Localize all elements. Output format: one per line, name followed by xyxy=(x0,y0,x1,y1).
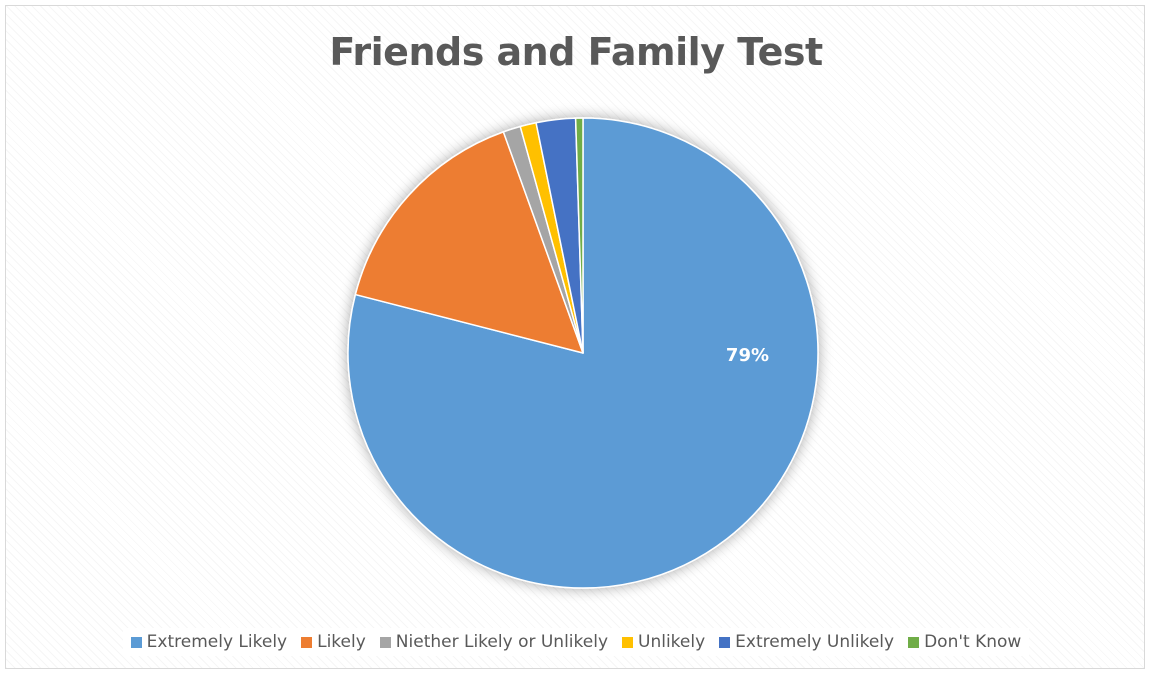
legend-entry: Unlikely xyxy=(622,632,705,652)
legend-label: Extremely Unlikely xyxy=(735,632,895,652)
chart-title: Friends and Family Test xyxy=(329,30,823,74)
legend-entry: Niether Likely or Unlikely xyxy=(379,632,609,652)
legend-swatch xyxy=(130,636,142,648)
legend-items: Extremely Likely Likely Niether Likely or … xyxy=(122,628,1030,656)
pie-slice-likely xyxy=(354,131,584,354)
legend-swatch xyxy=(908,636,920,648)
legend-label: Unlikely xyxy=(638,632,706,652)
legend-swatch xyxy=(622,636,634,648)
legend-entry: Likely xyxy=(301,632,366,652)
pie-slices xyxy=(347,117,819,589)
legend-swatch xyxy=(719,636,731,648)
pie-data-labels: 79% xyxy=(726,345,769,366)
legend: Extremely Likely Likely Niether Likely or … xyxy=(0,625,1152,659)
legend-label: Niether Likely or Unlikely xyxy=(395,632,609,652)
legend-swatch xyxy=(301,636,313,648)
legend-label: Extremely Likely xyxy=(146,632,288,652)
legend-entry: Don't Know xyxy=(908,632,1021,652)
legend-swatch xyxy=(379,636,391,648)
data-label-extremely-likely: 79% xyxy=(726,345,769,366)
legend-entry: Extremely Likely xyxy=(130,632,288,652)
pie-slice-don-t-know xyxy=(574,117,584,354)
legend-label: Likely xyxy=(317,632,366,652)
legend-label: Don't Know xyxy=(924,632,1022,652)
legend-entry: Extremely Unlikely xyxy=(719,632,894,652)
